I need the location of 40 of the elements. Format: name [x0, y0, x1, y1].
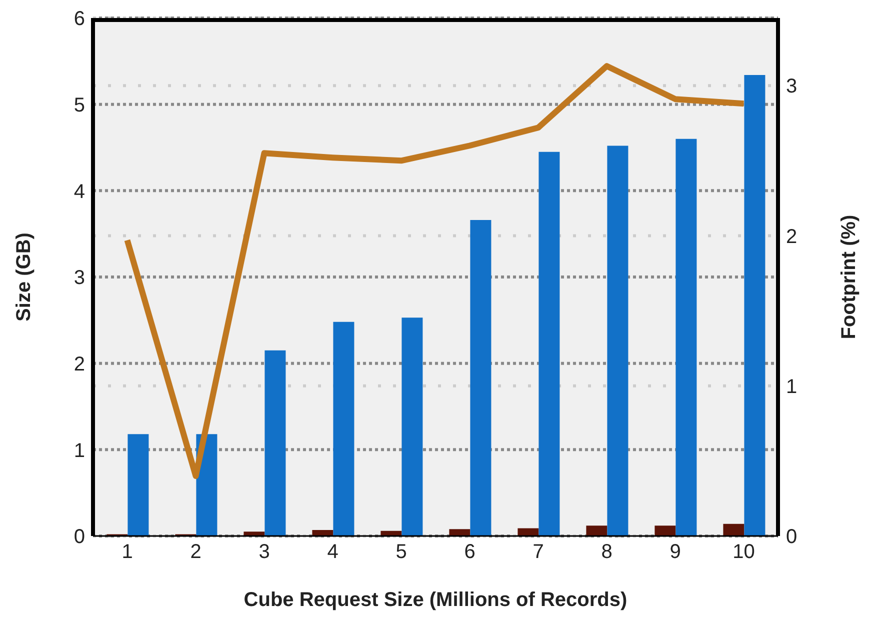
y-tick-label: 5: [74, 94, 85, 116]
bar: [518, 528, 539, 536]
bar: [312, 530, 334, 536]
bar: [723, 524, 744, 536]
bar: [449, 529, 470, 536]
bar: [333, 322, 354, 536]
bar: [586, 526, 608, 536]
y2-tick-label: 3: [786, 76, 798, 98]
x-axis-title: Cube Request Size (Millions of Records): [244, 589, 628, 611]
bar: [538, 152, 560, 536]
y-tick-label: 6: [74, 8, 85, 30]
bar: [402, 318, 423, 536]
bar: [128, 434, 149, 536]
x-tick-label: 8: [601, 541, 612, 564]
bar: [607, 146, 628, 536]
x-tick-label: 6: [464, 541, 476, 564]
bar: [654, 526, 676, 536]
x-tick-label: 10: [732, 541, 755, 564]
y-tick-label: 0: [74, 526, 85, 548]
bar: [264, 350, 286, 536]
x-tick-label: 4: [327, 541, 338, 564]
x-tick-label: 5: [396, 541, 407, 564]
y-tick-label: 3: [74, 267, 85, 290]
bar: [244, 532, 265, 536]
x-tick-label: 7: [532, 541, 544, 564]
y-axis-title: Size (GB): [13, 232, 36, 322]
y-tick-label: 2: [74, 353, 85, 376]
x-tick-label: 3: [258, 541, 270, 564]
y2-axis-title: Footprint (%): [838, 214, 860, 340]
y2-tick-label: 1: [786, 376, 798, 398]
bar: [470, 220, 492, 536]
y-tick-label: 4: [74, 180, 85, 203]
bar: [676, 138, 697, 536]
y-tick-label: 1: [74, 440, 85, 462]
x-tick-label: 2: [190, 541, 202, 564]
x-tick-label: 1: [122, 541, 133, 564]
y2-tick-label: 0: [786, 526, 798, 548]
y2-tick-label: 2: [786, 226, 798, 248]
bar: [744, 74, 766, 536]
x-tick-label: 9: [670, 541, 681, 564]
